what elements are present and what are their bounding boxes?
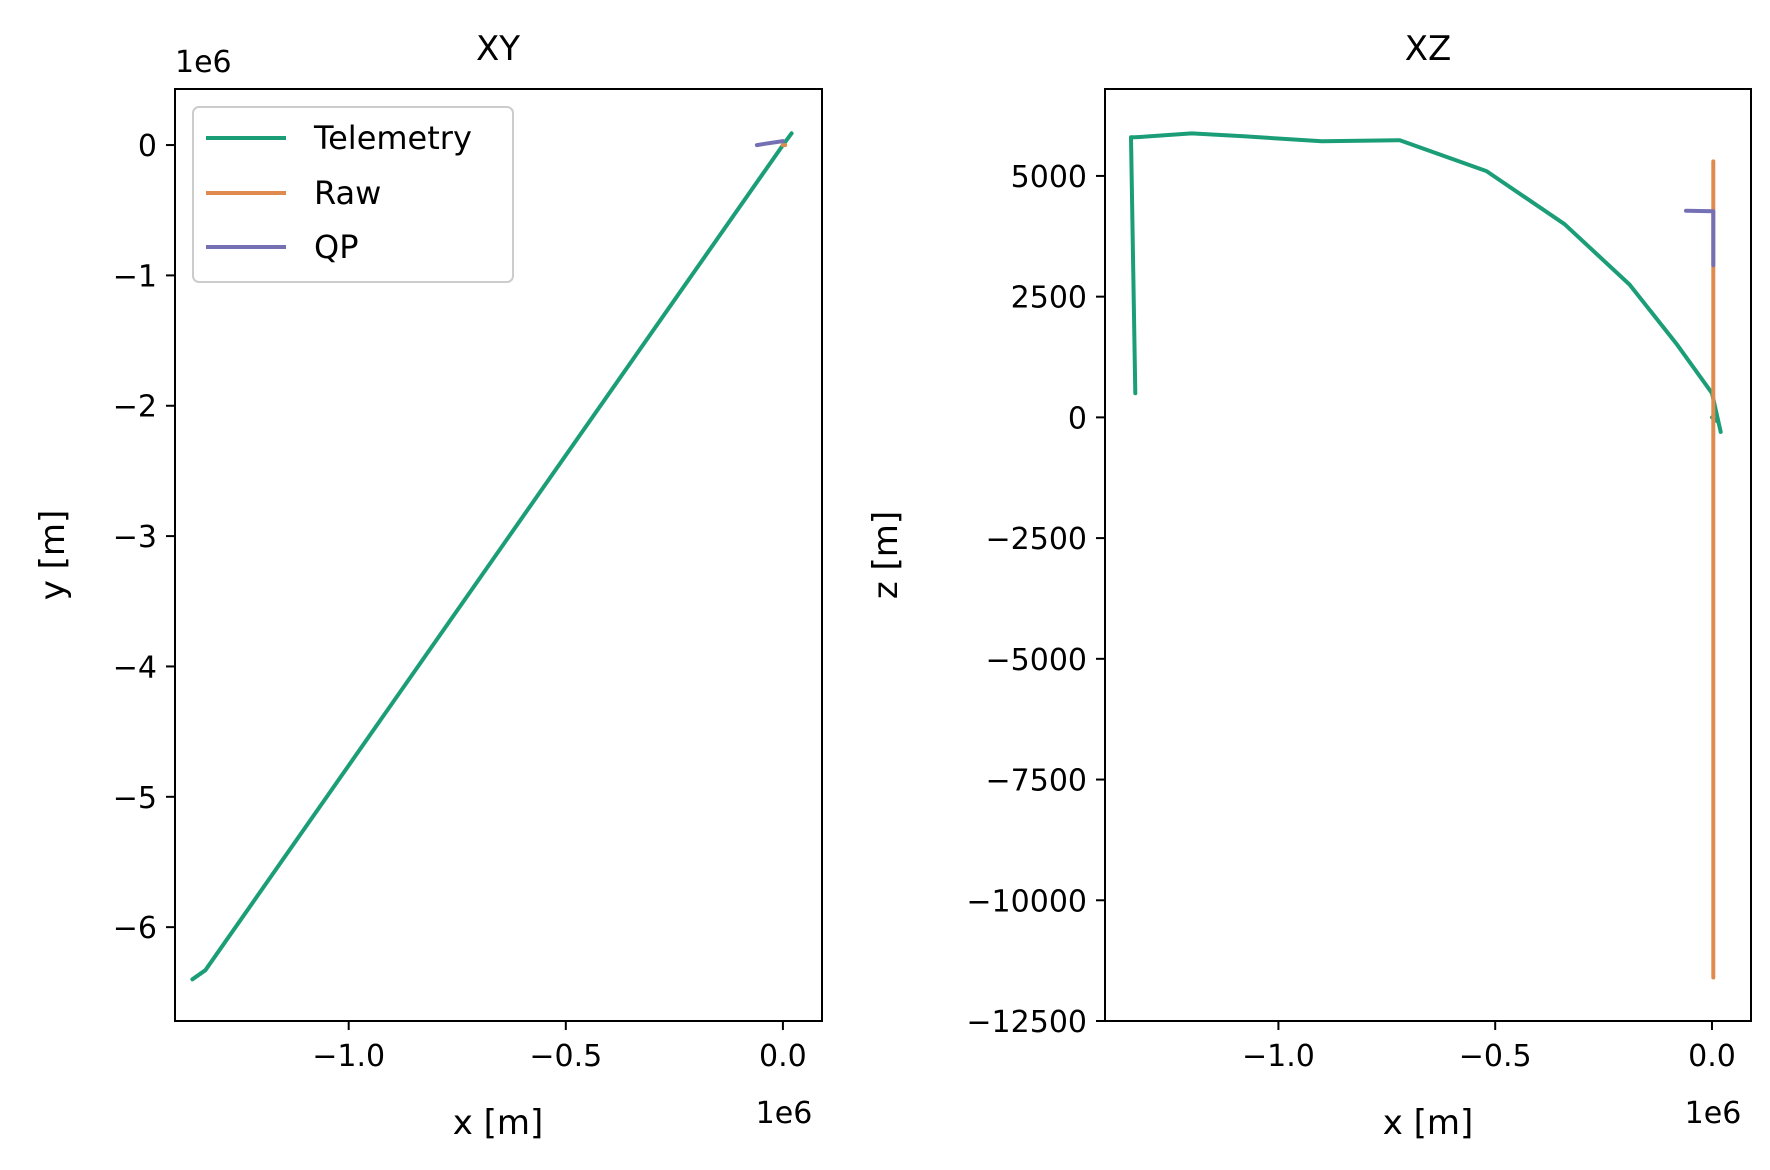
xz-ticks: −1.0 −0.5 0.0 5000 2500 0 −2500 −5000 −7500 −1000… [966,160,1735,1074]
xz-y-tick-label: 2500 [1011,281,1087,316]
xy-y-axis-label: y [m] [33,510,73,601]
legend: Telemetry Raw QP [192,106,514,283]
xz-y-tick-label: −12500 [966,1005,1087,1040]
xz-y-tick-label: 0 [1068,401,1087,436]
xz-y-tick-label: −10000 [966,884,1087,919]
xy-series-telemetry [190,131,794,982]
xy-title: XY [476,29,520,69]
xz-x-tick-label: −1.0 [1242,1039,1315,1074]
xy-x-offset-label: 1e6 [756,1096,813,1131]
xz-series-qp [1684,208,1716,268]
xy-y-tick-label: −3 [113,520,157,555]
xy-axes-frame [174,88,823,1022]
legend-box [192,106,514,283]
legend-label-raw: Raw [314,174,381,212]
xz-y-tick-label: 5000 [1011,160,1087,195]
xz-series-telemetry [1129,131,1723,434]
xz-x-tick-label: −0.5 [1459,1039,1532,1074]
xz-axes-frame [1104,88,1752,1022]
xy-x-tick-label: 0.0 [759,1039,807,1074]
xy-x-axis-label: x [m] [453,1103,544,1143]
xz-panel: XZ −1.0 −0.5 0.0500025000−2500−5000−7500−1… [866,29,1752,1143]
xy-x-tick-label: −0.5 [529,1039,602,1074]
xy-y-tick-label: −4 [113,650,157,685]
xy-y-tick-label: −6 [113,911,157,946]
xy-y-tick-label: −5 [113,781,157,816]
legend-label-qp: QP [314,228,358,266]
xz-x-axis-label: x [m] [1383,1103,1474,1143]
xz-y-tick-label: −7500 [986,764,1087,799]
xy-y-tick-label: −1 [113,259,157,294]
xz-title: XZ [1405,29,1452,69]
xz-y-tick-label: −2500 [986,522,1087,557]
legend-label-telemetry: Telemetry [313,119,472,157]
xy-y-tick-label: 0 [138,129,157,164]
xz-x-offset-label: 1e6 [1685,1096,1742,1131]
xy-y-offset-label: 1e6 [175,45,232,80]
xz-plot-lines [1129,131,1723,980]
xz-y-axis-label: z [m] [866,511,906,599]
xz-x-tick-label: 0.0 [1688,1039,1736,1074]
xy-series-qp [754,139,785,148]
xy-ticks: −1.0 −0.5 0.0 0 −1 −2 −3 −4 −5 −6 [113,129,807,1074]
xy-panel: XY 1e6 −1.0 −0.5 0.0 0 −1 −2 −3 −4 −5 −6 x [m] y … [33,29,823,1143]
xz-y-tick-label: −5000 [986,643,1087,678]
xy-x-tick-label: −1.0 [312,1039,385,1074]
xy-y-tick-label: −2 [113,390,157,425]
xy-plot-lines [190,131,794,982]
